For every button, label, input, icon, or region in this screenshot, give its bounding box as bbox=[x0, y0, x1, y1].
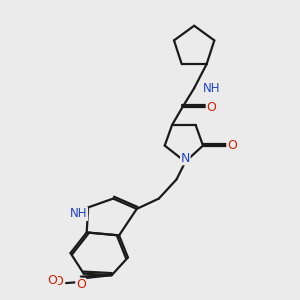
Text: O: O bbox=[76, 278, 86, 291]
Text: O: O bbox=[206, 101, 216, 114]
Text: N: N bbox=[181, 152, 190, 165]
Text: O: O bbox=[47, 274, 57, 287]
Text: NH: NH bbox=[70, 207, 88, 220]
Text: O: O bbox=[227, 139, 237, 152]
Text: O: O bbox=[53, 274, 63, 287]
Text: NH: NH bbox=[202, 82, 220, 95]
